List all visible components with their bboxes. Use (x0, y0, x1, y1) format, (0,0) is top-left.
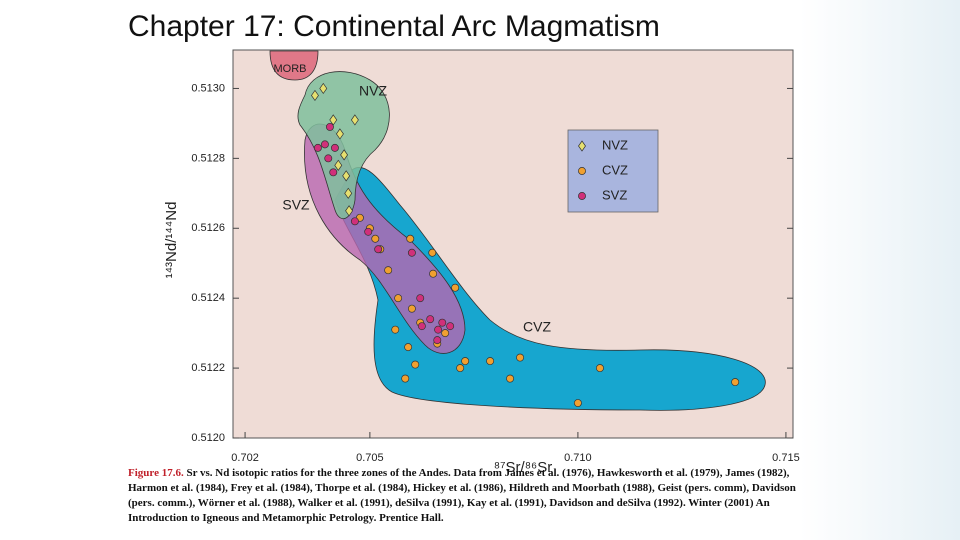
data-point (428, 248, 437, 257)
data-point (340, 149, 349, 161)
field-label: NVZ (359, 83, 387, 99)
data-point (313, 143, 322, 152)
data-point (434, 325, 443, 334)
data-point (404, 343, 413, 352)
legend-marker (578, 140, 586, 152)
legend-marker (578, 192, 586, 200)
morb-field (269, 50, 319, 81)
field-label: SVZ (282, 197, 310, 213)
data-point (731, 378, 740, 387)
data-point (596, 364, 604, 373)
y-tick-label: 0.5120 (191, 432, 225, 444)
data-point (406, 234, 415, 243)
data-point (311, 89, 319, 102)
legend-marker (578, 167, 586, 175)
data-point (324, 154, 333, 163)
data-point (394, 294, 403, 303)
data-point (374, 245, 383, 254)
data-point (416, 294, 425, 303)
x-tick-label: 0.715 (772, 452, 800, 464)
y-tick-label: 0.5122 (191, 362, 225, 374)
legend-label: SVZ (602, 187, 627, 202)
data-point (446, 322, 455, 331)
legend-label: CVZ (602, 162, 628, 177)
field-label: CVZ (523, 319, 551, 335)
caption-label: Figure 17.6. (128, 467, 184, 479)
data-point (350, 114, 359, 126)
data-point (461, 357, 470, 366)
data-point (506, 374, 515, 383)
data-point (371, 234, 380, 243)
data-point (429, 269, 438, 278)
data-point (441, 329, 450, 338)
data-point (438, 318, 447, 327)
data-point (516, 353, 525, 362)
data-point (342, 170, 351, 182)
data-point (411, 360, 420, 369)
data-point (319, 82, 328, 95)
data-point (345, 205, 354, 217)
data-point (407, 248, 416, 257)
data-point (335, 128, 344, 140)
caption: Figure 17.6. Sr vs. Nd isotopic ratios f… (128, 466, 818, 526)
data-point (426, 315, 435, 324)
caption-text: Sr vs. Nd isotopic ratios for the three … (128, 467, 796, 524)
data-point (329, 168, 338, 177)
y-tick-label: 0.5124 (191, 292, 225, 304)
data-point (330, 143, 339, 152)
data-point (325, 122, 334, 131)
y-tick-label: 0.5130 (191, 82, 225, 94)
x-tick-label: 0.702 (231, 452, 259, 464)
data-point (433, 336, 442, 345)
data-point (407, 304, 416, 313)
slide-title: Chapter 17: Continental Arc Magmatism (128, 10, 660, 43)
data-point (573, 399, 582, 407)
slide-decoration (800, 0, 960, 540)
data-point (401, 374, 410, 383)
data-point (456, 364, 465, 373)
data-point (334, 159, 343, 171)
data-point (451, 283, 460, 292)
y-tick-label: 0.5128 (191, 152, 225, 164)
data-point (486, 357, 495, 366)
nvz-field (297, 71, 390, 220)
x-tick-label: 0.705 (356, 452, 384, 464)
data-point (391, 325, 400, 334)
field-label: MORB (274, 63, 307, 75)
x-axis-label: ⁸⁷Sr/⁸⁶Sr (494, 459, 552, 476)
data-point (350, 217, 359, 226)
y-tick-label: 0.5126 (191, 222, 225, 234)
legend-label: NVZ (602, 137, 628, 152)
data-point (320, 140, 329, 149)
x-tick-label: 0.710 (564, 452, 592, 464)
data-point (384, 266, 393, 275)
data-point (417, 322, 426, 331)
data-point (364, 227, 373, 236)
y-axis-label: ¹⁴³Nd/¹⁴⁴Nd (163, 202, 180, 279)
data-point (344, 187, 353, 199)
